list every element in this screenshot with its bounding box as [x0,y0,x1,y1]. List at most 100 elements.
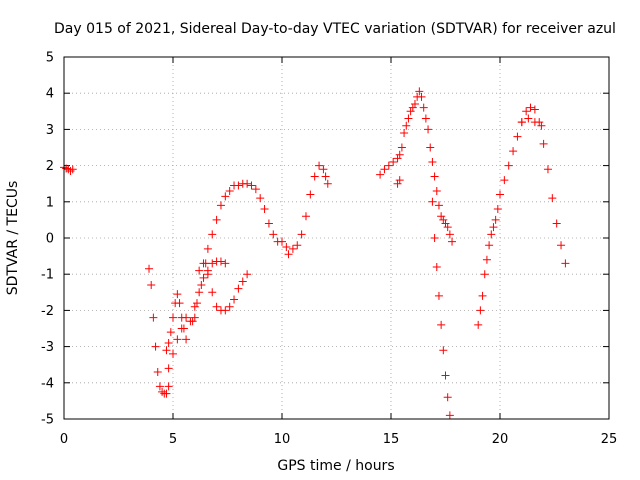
data-point [543,165,552,174]
data-point [199,273,208,282]
data-point [162,346,171,355]
data-point [496,190,504,199]
data-point [155,382,164,391]
y-tick-label: -4 [41,376,54,391]
data-point [315,161,324,170]
y-tick-label: -2 [41,304,54,319]
data-point [500,176,509,185]
data-point [216,257,225,266]
data-point [539,139,548,148]
y-axis-title: SDTVAR / TECUs [5,181,21,296]
data-point [557,241,566,250]
data-point [485,241,494,250]
data-point [192,299,201,308]
data-point [504,161,513,170]
data-point [509,147,518,156]
data-point [145,264,154,273]
data-point [380,165,389,174]
data-point [221,306,230,315]
data-point [437,212,446,221]
data-point [430,172,439,181]
data-point [164,338,173,347]
data-point [195,288,204,297]
data-point [434,201,443,210]
data-point [284,250,293,259]
data-point [182,313,191,322]
y-tick-label: -3 [41,340,54,355]
data-point [264,219,273,228]
data-point [417,92,426,101]
plot-frame [63,56,610,420]
x-tick-label: 5 [169,432,177,447]
data-point [406,107,415,116]
data-point [153,367,162,376]
data-point [439,346,448,355]
y-tick-label: 1 [46,195,54,210]
y-tick-label: 3 [46,123,54,138]
data-point [430,234,439,242]
data-point [389,157,398,166]
data-point [415,87,424,96]
data-point [530,105,539,114]
data-point [216,201,225,210]
data-point [234,181,243,190]
data-point [548,194,557,203]
data-point [173,290,182,299]
data-point [243,179,252,188]
data-point [487,230,496,239]
data-point [212,302,221,311]
y-tick-label: -1 [41,268,54,283]
data-point [432,262,441,271]
data-point [561,259,570,268]
data-point [158,387,167,396]
x-tick-label: 25 [601,432,618,447]
y-tick-label: 4 [46,87,54,102]
data-point [177,324,186,333]
data-point [445,230,454,239]
data-point [293,241,302,250]
data-point [321,172,330,181]
data-point [517,118,526,127]
y-tick-label: 5 [46,51,54,66]
data-point [173,335,182,344]
data-point [443,223,452,232]
data-point [251,185,260,194]
data-point [221,259,230,268]
data-point [493,205,502,214]
data-series [60,87,570,420]
data-point [164,382,173,391]
data-point [319,165,328,174]
data-point [397,143,406,152]
data-point [208,230,217,239]
data-point [474,320,483,329]
data-point [212,215,221,224]
data-point [402,121,411,130]
data-point [238,277,247,286]
data-point [182,335,191,344]
data-point [188,317,197,326]
data-point [491,215,500,224]
data-point [147,281,156,290]
data-point [282,243,291,252]
data-point [513,132,522,141]
data-point [199,259,208,268]
y-tick-label: 2 [46,159,54,174]
chart-title: Day 015 of 2021, Sidereal Day-to-day VTE… [54,21,616,37]
data-point [530,118,539,127]
x-tick-labels: 0 5 10 15 20 25 [60,432,617,447]
data-point [297,230,306,239]
data-point [162,389,171,398]
data-point [190,313,199,322]
data-point [424,125,433,134]
data-point [404,114,413,123]
data-point [439,215,448,224]
data-point [247,181,256,190]
data-point [288,244,297,253]
data-point [489,223,498,232]
y-tick-labels: 5 4 3 2 1 0 -1 -2 -3 -4 -5 [41,51,54,428]
data-point [149,313,158,322]
data-point [408,103,417,112]
data-point [208,259,217,268]
data-point [426,143,435,152]
data-point [164,364,173,373]
